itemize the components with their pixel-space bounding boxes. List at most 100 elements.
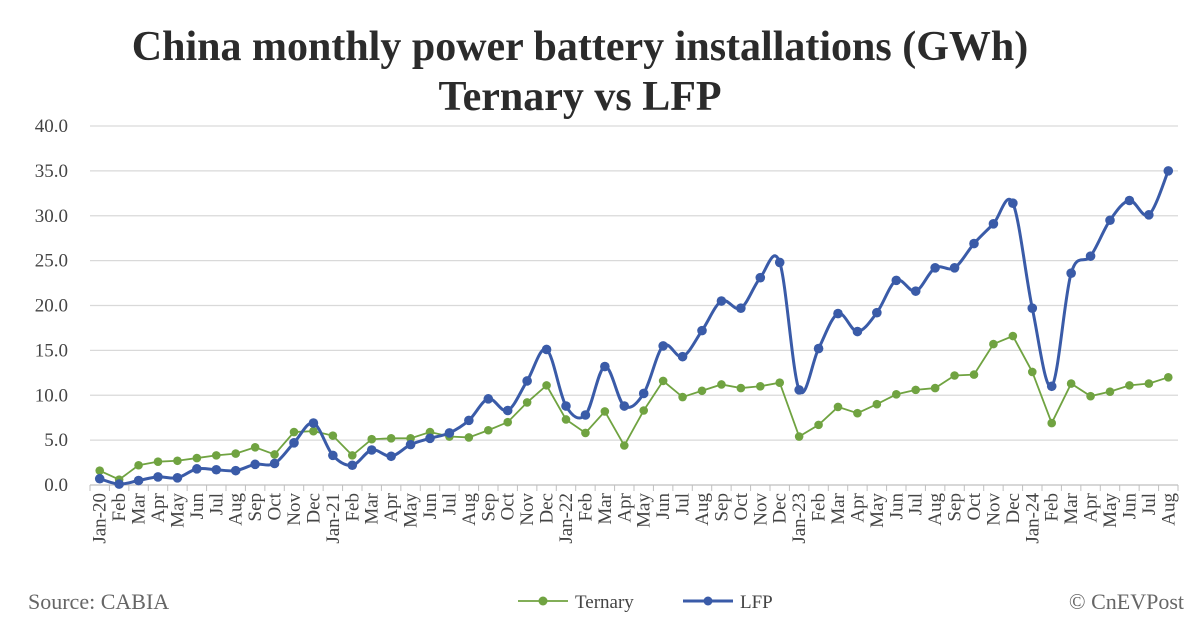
- lfp-point: [522, 376, 532, 386]
- x-tick-label: Jun: [886, 493, 907, 520]
- ternary-point: [600, 407, 610, 416]
- lfp-point: [872, 307, 882, 318]
- lfp-point: [949, 263, 960, 273]
- x-tick-label: Dec: [537, 493, 558, 524]
- chart-subtitle: Ternary vs LFP: [438, 74, 721, 120]
- ternary-point: [969, 370, 979, 379]
- legend-marker: [703, 596, 713, 606]
- x-tick-label: Apr: [381, 492, 402, 522]
- series-group: [94, 166, 1174, 489]
- lfp-point: [794, 385, 804, 395]
- legend-label: Ternary: [575, 592, 634, 613]
- lfp-point: [774, 257, 785, 268]
- ternary-point: [1008, 331, 1018, 341]
- x-tick-label: Jul: [673, 493, 694, 515]
- x-tick-label: Mar: [828, 492, 849, 524]
- x-tick-label: Jan-21: [323, 493, 344, 544]
- ternary-point: [1144, 379, 1154, 388]
- x-tick-label: Jan-23: [789, 493, 810, 544]
- lfp-point: [483, 394, 494, 404]
- source-label: Source: CABIA: [28, 589, 169, 614]
- x-tick-label: May: [1100, 493, 1121, 528]
- x-tick-label: Feb: [109, 493, 130, 522]
- ternary-point: [309, 426, 318, 436]
- ternary-point: [697, 386, 707, 396]
- x-tick-label: Sep: [945, 493, 966, 522]
- lfp-point: [677, 351, 688, 362]
- y-tick-label: 15.0: [35, 340, 68, 361]
- lfp-point: [658, 341, 668, 351]
- ternary-point: [775, 378, 785, 387]
- ternary-point: [231, 449, 241, 458]
- ternary-point: [95, 466, 105, 475]
- x-tick-label: Nov: [284, 493, 305, 526]
- lfp-point: [230, 465, 241, 476]
- x-axis: Jan-20FebMarAprMayJunJulAugSepOctNovDecJ…: [89, 484, 1179, 544]
- x-tick-label: Aug: [459, 493, 480, 526]
- x-tick-label: Aug: [1158, 493, 1179, 526]
- x-tick-label: Feb: [809, 493, 830, 522]
- ternary-point: [1163, 373, 1173, 382]
- lfp-point: [1105, 215, 1115, 226]
- ternary-point: [619, 441, 629, 450]
- ternary-point: [794, 432, 804, 441]
- x-tick-label: Aug: [226, 493, 247, 526]
- ternary-point: [211, 451, 221, 460]
- lfp-point: [502, 405, 513, 416]
- ternary-point: [950, 371, 959, 380]
- credit-label: © CnEVPost: [1069, 589, 1184, 614]
- x-tick-label: Feb: [575, 493, 596, 522]
- lfp-point: [386, 451, 396, 462]
- x-tick-label: Jan-20: [90, 493, 111, 544]
- x-tick-label: Dec: [303, 493, 324, 524]
- x-tick-label: Apr: [847, 492, 868, 522]
- lfp-point: [580, 410, 591, 420]
- ternary-point: [1047, 418, 1057, 428]
- x-tick-label: Feb: [342, 493, 363, 522]
- lfp-point: [1066, 268, 1076, 278]
- y-tick-label: 35.0: [35, 161, 68, 182]
- ternary-point: [581, 428, 590, 438]
- x-tick-label: Jul: [206, 493, 227, 515]
- x-tick-label: Mar: [129, 492, 150, 524]
- ternary-point: [483, 425, 493, 435]
- lfp-point: [269, 458, 280, 469]
- x-tick-label: Jul: [439, 493, 460, 515]
- ternary-point: [153, 457, 163, 466]
- x-tick-label: Dec: [770, 493, 791, 524]
- x-tick-label: Sep: [478, 493, 499, 522]
- ternary-point: [250, 443, 260, 452]
- legend-label: LFP: [740, 592, 773, 613]
- lfp-point: [736, 303, 746, 313]
- lfp-point: [94, 473, 105, 484]
- x-tick-label: Nov: [517, 493, 538, 526]
- x-tick-label: Nov: [750, 493, 771, 526]
- x-tick-label: May: [167, 493, 188, 528]
- lfp-point: [638, 388, 649, 399]
- x-tick-label: Apr: [1081, 492, 1102, 522]
- lfp-point: [133, 475, 144, 486]
- ternary-point: [717, 380, 726, 389]
- x-tick-label: Oct: [731, 492, 752, 520]
- x-tick-label: Jan-22: [556, 493, 577, 544]
- ternary-point: [658, 376, 668, 386]
- x-tick-label: Nov: [983, 493, 1004, 526]
- y-tick-label: 40.0: [35, 116, 68, 137]
- lfp-point: [755, 272, 766, 283]
- ternary-point: [814, 420, 823, 430]
- ternary-point: [173, 456, 182, 466]
- x-tick-label: May: [634, 493, 655, 528]
- y-tick-label: 5.0: [44, 430, 68, 451]
- series-lfp: [94, 166, 1174, 489]
- lfp-point: [114, 479, 124, 489]
- x-tick-label: May: [401, 493, 422, 528]
- lfp-point: [192, 464, 202, 474]
- lfp-point: [988, 219, 999, 229]
- ternary-point: [1125, 381, 1134, 390]
- legend-item-lfp: LFP: [683, 592, 773, 613]
- y-axis: 0.0 5.0 10.0 15.0 20.0 25.0 30.0 35.0 40.0: [35, 116, 68, 496]
- ternary-point: [930, 383, 940, 393]
- x-tick-label: Mar: [1061, 492, 1082, 524]
- lfp-point: [425, 433, 435, 444]
